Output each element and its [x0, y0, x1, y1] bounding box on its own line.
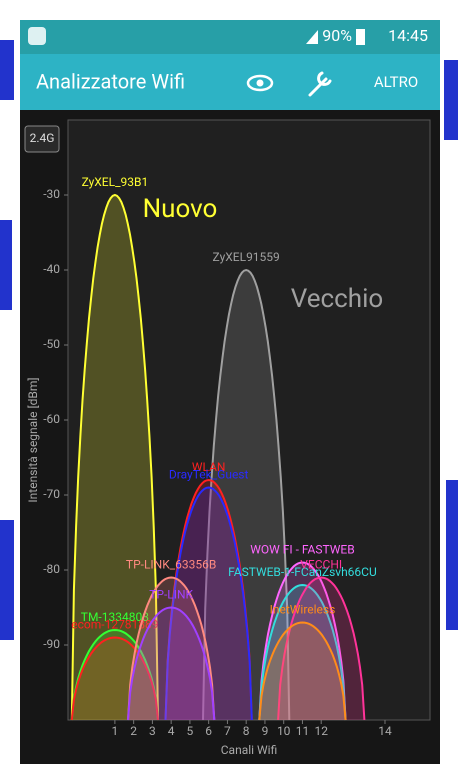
- y-tick-label: -50: [43, 337, 60, 351]
- x-tick-label: 9: [262, 724, 269, 738]
- clock: 14:45: [388, 26, 428, 45]
- x-tick-label: 8: [243, 724, 250, 738]
- x-tick-label: 12: [314, 724, 328, 738]
- band-button[interactable]: [24, 125, 60, 153]
- network-curve: [127, 606, 216, 721]
- decoration: [444, 60, 458, 140]
- y-tick-label: -60: [43, 412, 60, 426]
- x-axis-label: Canali Wifi: [221, 743, 278, 757]
- network-label: InetWireless: [270, 603, 336, 617]
- network-label: TP-LINK: [149, 588, 193, 602]
- x-tick-label: 6: [205, 724, 212, 738]
- network-curve: [70, 628, 159, 721]
- battery-icon: [356, 29, 365, 45]
- network-curve: [258, 621, 347, 721]
- network-curve: [127, 576, 216, 721]
- annotation: Vecchio: [291, 284, 383, 314]
- status-bar: [20, 20, 440, 54]
- settings-button[interactable]: [308, 71, 332, 97]
- signal-icon: [306, 30, 318, 44]
- network-label: TP-LINK_63356B: [126, 558, 216, 572]
- network-curve: [202, 268, 291, 721]
- app-bar: [20, 54, 440, 110]
- x-tick-label: 3: [149, 724, 156, 738]
- network-label: TM-1334803: [81, 610, 149, 624]
- plot-area: [67, 119, 431, 721]
- x-tick-label: 11: [296, 724, 310, 738]
- decoration: [0, 220, 12, 310]
- x-tick-label: 1: [112, 724, 119, 738]
- band-label[interactable]: 2.4G: [30, 131, 55, 145]
- notification-icon: [28, 27, 46, 45]
- annotation: Nuovo: [143, 194, 218, 224]
- network-label: WLAN: [192, 460, 226, 474]
- network-label: WOW FI - FASTWEB: [250, 543, 354, 557]
- x-tick-label: 2: [130, 724, 137, 738]
- x-tick-label: 10: [277, 724, 291, 738]
- network-curve: [164, 486, 253, 721]
- menu-button[interactable]: ALTRO: [374, 73, 418, 91]
- x-tick-label: 4: [168, 724, 175, 738]
- network-curve: [277, 576, 366, 721]
- network-label: ZyXEL91559: [213, 250, 280, 264]
- x-tick-label: 14: [378, 724, 392, 738]
- network-curve: [70, 193, 159, 721]
- network-label: DrayTek_Guest: [169, 468, 249, 482]
- y-tick-label: -70: [43, 487, 60, 501]
- decoration: [0, 40, 14, 100]
- y-tick-label: -30: [43, 187, 60, 201]
- y-tick-label: -40: [43, 262, 60, 276]
- decoration: [446, 480, 458, 630]
- x-tick-label: 5: [187, 724, 194, 738]
- network-label: VECCHI: [300, 558, 342, 572]
- network-label: ecom-12781889: [71, 618, 158, 632]
- app-title: Analizzatore Wifi: [36, 69, 185, 93]
- decoration: [0, 520, 14, 640]
- y-axis-label: Intensità segnale [dBm]: [26, 377, 40, 502]
- y-tick-label: -90: [43, 637, 60, 651]
- network-label: FASTWEB-1-FCanZsvh66CU: [228, 565, 377, 579]
- network-label: ZyXEL_93B1: [82, 175, 149, 189]
- battery-level: 90%: [322, 26, 352, 45]
- y-tick-label: -80: [43, 562, 60, 576]
- eye-button[interactable]: [246, 74, 274, 92]
- x-tick-label: 7: [224, 724, 231, 738]
